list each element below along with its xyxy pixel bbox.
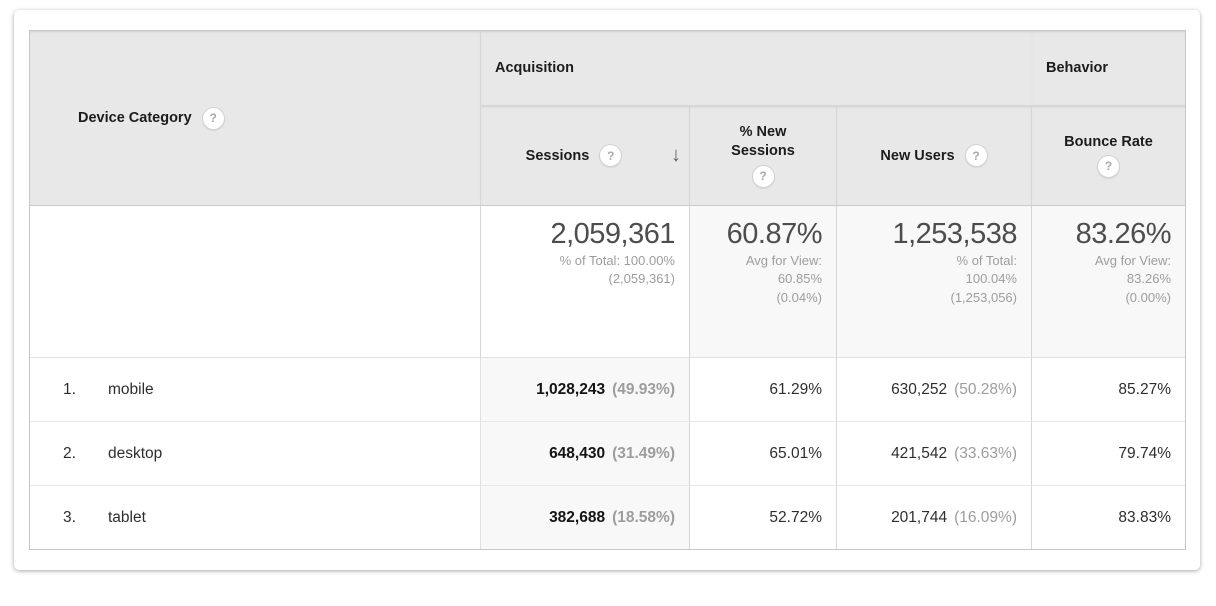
row-rank: 3. <box>63 508 76 526</box>
summary-subtext: (0.04%) <box>776 289 822 305</box>
column-header-new-users[interactable]: New Users ? <box>837 106 1032 206</box>
new-users-value: 201,744 <box>891 508 948 526</box>
cell-percent-new-sessions: 65.01% <box>690 422 837 486</box>
column-header-bounce-rate[interactable]: Bounce Rate ? <box>1032 106 1185 206</box>
summary-bounce-rate-value: 83.26% <box>1075 218 1172 250</box>
row-rank: 2. <box>63 444 76 462</box>
cell-percent-new-sessions: 61.29% <box>690 358 837 422</box>
help-icon[interactable]: ? <box>1097 154 1120 178</box>
help-icon[interactable]: ? <box>964 144 988 167</box>
help-icon[interactable]: ? <box>201 106 225 130</box>
summary-subtext: 60.85% <box>777 271 822 287</box>
summary-sessions-subtext: % of Total: 100.00% <box>559 252 675 268</box>
group-header-acquisition: Acquisition <box>481 31 1032 106</box>
summary-dimension-cell <box>30 206 481 358</box>
table-row-dimension-tablet: 3. tablet <box>30 486 481 549</box>
group-header-behavior: Behavior <box>1032 31 1185 106</box>
summary-subtext: Avg for View: <box>745 252 822 268</box>
percent-new-sessions-value: 61.29% <box>769 380 822 398</box>
summary-bounce-rate: 83.26% Avg for View: 83.26% (0.00%) <box>1032 206 1185 358</box>
sessions-share: (31.49%) <box>612 444 675 462</box>
bounce-rate-value: 83.83% <box>1118 508 1171 526</box>
device-name: desktop <box>108 444 163 462</box>
cell-sessions: 648,430 (31.49%) <box>481 422 690 486</box>
sessions-value: 648,430 <box>549 444 606 462</box>
cell-bounce-rate: 79.74% <box>1032 422 1185 486</box>
bounce-rate-label: Bounce Rate <box>1064 133 1153 150</box>
help-icon[interactable]: ? <box>599 144 623 167</box>
acquisition-label: Acquisition <box>495 60 574 76</box>
summary-subtext: 83.26% <box>1126 271 1171 287</box>
summary-subtext: (0.00%) <box>1125 289 1171 305</box>
row-rank: 1. <box>63 380 76 398</box>
sort-descending-icon[interactable]: ↓ <box>671 143 681 166</box>
new-users-value: 421,542 <box>891 444 948 462</box>
behavior-label: Behavior <box>1046 60 1109 76</box>
sessions-value: 1,028,243 <box>536 380 606 398</box>
summary-sessions: 2,059,361 % of Total: 100.00% (2,059,361… <box>481 206 690 358</box>
cell-percent-new-sessions: 52.72% <box>690 486 837 549</box>
new-users-value: 630,252 <box>891 380 948 398</box>
sessions-label: Sessions <box>525 147 590 164</box>
help-icon[interactable]: ? <box>751 164 775 188</box>
cell-new-users: 201,744 (16.09%) <box>837 486 1032 549</box>
summary-subtext: Avg for View: <box>1094 252 1171 268</box>
device-category-table: Device Category ? Acquisition Behavior S… <box>29 30 1186 550</box>
sessions-value: 382,688 <box>549 508 606 526</box>
device-name: tablet <box>108 508 146 526</box>
table-row-dimension-mobile: 1. mobile <box>30 358 481 422</box>
table-row-dimension-desktop: 2. desktop <box>30 422 481 486</box>
cell-new-users: 421,542 (33.63%) <box>837 422 1032 486</box>
summary-subtext: 100.04% <box>965 271 1017 287</box>
sessions-share: (18.58%) <box>612 508 675 526</box>
summary-subtext: % of Total: <box>956 252 1017 268</box>
report-card: Device Category ? Acquisition Behavior S… <box>14 10 1200 570</box>
summary-sessions-value: 2,059,361 <box>550 218 675 250</box>
cell-bounce-rate: 83.83% <box>1032 486 1185 549</box>
cell-sessions: 382,688 (18.58%) <box>481 486 690 549</box>
summary-new-users-value: 1,253,538 <box>892 218 1017 250</box>
summary-percent-new-sessions: 60.87% Avg for View: 60.85% (0.04%) <box>690 206 837 358</box>
column-header-percent-new-sessions[interactable]: % New Sessions ? <box>690 106 837 206</box>
device-name: mobile <box>108 380 154 398</box>
bounce-rate-value: 85.27% <box>1118 380 1171 398</box>
cell-sessions: 1,028,243 (49.93%) <box>481 358 690 422</box>
percent-new-sessions-value: 52.72% <box>769 508 822 526</box>
cell-bounce-rate: 85.27% <box>1032 358 1185 422</box>
device-category-label: Device Category <box>78 110 192 126</box>
percent-new-sessions-value: 65.01% <box>769 444 822 462</box>
column-header-sessions[interactable]: Sessions ? ↓ <box>481 106 690 206</box>
new-users-share: (16.09%) <box>954 508 1017 526</box>
summary-percent-new-sessions-value: 60.87% <box>726 218 823 250</box>
bounce-rate-value: 79.74% <box>1118 444 1171 462</box>
new-users-share: (50.28%) <box>954 380 1017 398</box>
cell-new-users: 630,252 (50.28%) <box>837 358 1032 422</box>
summary-sessions-subtext: (2,059,361) <box>608 271 676 287</box>
summary-new-users: 1,253,538 % of Total: 100.04% (1,253,056… <box>837 206 1032 358</box>
sessions-share: (49.93%) <box>612 380 675 398</box>
summary-subtext: (1,253,056) <box>950 289 1018 305</box>
percent-new-sessions-label: % New Sessions <box>731 124 795 159</box>
new-users-label: New Users <box>880 147 955 164</box>
new-users-share: (33.63%) <box>954 444 1017 462</box>
column-header-device-category[interactable]: Device Category ? <box>30 31 481 206</box>
